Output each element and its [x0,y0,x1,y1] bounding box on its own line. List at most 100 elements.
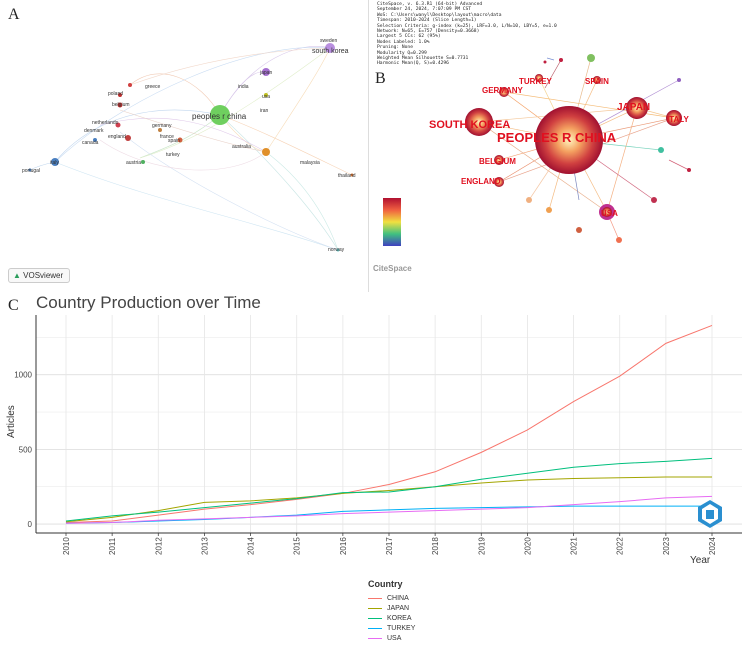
vos-label-norway: norway [328,247,345,253]
x-tick-label: 2024 [708,537,717,555]
node-iran [264,93,268,97]
cs-info-line: Weighted Mean Silhouette S=0.7731 [377,56,469,62]
cs-info-line: CiteSpace, v. 6.3.R1 (64-bit) Advanced [377,2,483,7]
legend-item-turkey: TURKEY [368,623,415,633]
cs-node [587,54,595,62]
cs-node [677,78,681,82]
cs-info-line: Harmonic Mean(Q, S)=0.4296 [377,61,449,67]
legend-title: Country [368,579,403,589]
legend-swatch [368,597,382,599]
vos-label-thailand: thailand [338,173,356,179]
cs-info-line: Pruning: None [377,45,413,51]
legend-swatch [368,637,382,639]
node-poland [118,93,122,97]
node-thailand [350,173,354,177]
vos-label-germany: germany [152,123,172,129]
vos-label-poland: poland [108,91,123,97]
legend-swatch [368,627,382,629]
node-china [210,105,230,125]
vos-label-france: france [160,134,174,140]
chart-grid [36,315,742,533]
legend-label: TURKEY [387,624,416,632]
node-spain [177,137,183,143]
vos-label-japan: japan [259,70,272,76]
x-tick-label: 2012 [154,537,163,555]
series-line-turkey [65,505,712,524]
cs-label-belgium: BELGIUM [479,157,516,166]
series-line-japan [65,476,712,523]
vos-label-greece: greece [145,84,161,90]
y-axis-label: Articles [6,405,17,438]
cs-info-line: Nodes Labeled: 1.0% [377,39,430,45]
cs-label-japan: JAPAN [617,102,650,113]
cs-node [526,197,532,203]
cs-node [543,60,547,64]
cs-label-turkey: TURKEY [519,77,553,86]
legend-item-korea: KOREA [368,613,415,623]
node-belgium [117,102,123,108]
vosviewer-badge: ▲ VOSviewer [8,268,71,283]
vosviewer-network: sweden south korea japan india usa peopl… [22,38,356,253]
cs-label-italy: ITALY [667,115,689,124]
x-tick-label: 2019 [477,537,486,555]
cs-node-italy [666,110,682,126]
legend-label: JAPAN [387,604,410,612]
x-tick-label: 2023 [662,537,671,555]
x-tick-label: 2021 [570,537,579,555]
cs-node [559,58,563,62]
vos-label-china: peoples r china [192,112,247,121]
vos-label-austria: austria [126,160,141,166]
cs-node [687,168,691,172]
y-tick-label: 500 [19,445,33,454]
cs-label-england: ENGLAND [461,177,501,186]
node-greece [128,83,132,87]
vos-label-malaysia: malaysia [300,160,320,166]
cs-info-line: Modularity Q=0.299 [377,50,427,56]
x-tick-label: 2015 [293,537,302,555]
legend-swatch [368,617,382,619]
x-tick-label: 2014 [247,537,256,555]
node-austria [141,160,145,164]
cs-node-germany [499,87,509,97]
cs-node-japan [626,97,648,119]
chart-series [65,324,713,524]
node-netherlands [115,122,121,128]
legend-item-china: CHINA [368,593,415,603]
x-tick-label: 2022 [616,537,625,555]
cs-info-line: Timespan: 2010-2024 (Slice Length=1) [377,18,477,24]
cs-label-germany: GERMANY [482,86,524,95]
line-chart: 0 500 1000 2010 2011 2012 2013 2014 2015 2016 2017… [6,315,742,566]
vos-label-canada: canada [82,140,99,146]
x-tick-label: 2017 [385,537,394,555]
node-canada [93,138,97,142]
series-line-china [65,324,713,524]
node-portugal [28,168,32,172]
x-tick-label: 2020 [523,537,532,555]
vosviewer-logo-icon: ▲ [13,271,21,280]
legend-item-japan: JAPAN [368,603,415,613]
cs-node [651,197,657,203]
cs-info-line: Selection Criteria: g-index (k=25), LRF=… [377,23,557,29]
vos-label-australia: australia [232,144,251,150]
cs-info-line: September 24, 2024, 7:07:09 PM CST [377,7,472,13]
cs-info-line: Largest 5 CCs: 62 (95%) [377,34,441,40]
vosviewer-badge-label: VOSviewer [23,271,64,280]
y-tick-label: 0 [28,520,33,529]
cs-node-china [535,106,603,174]
node-japan [262,68,270,76]
x-tick-label: 2016 [339,537,348,555]
chart-axes: 0 500 1000 2010 2011 2012 2013 2014 2015 2016 2017… [14,315,742,555]
vos-label-italy: italy [50,160,59,166]
vos-label-belgium: belgium [112,102,130,108]
cs-node [546,207,552,213]
cs-node-turkey [535,74,543,82]
vos-label-sweden: sweden [320,38,337,44]
y-tick-label: 1000 [14,371,32,380]
watermark-logo-icon [698,500,722,528]
cs-node-south-korea [465,108,493,136]
vos-label-spain: spain [168,138,180,144]
node-germany [158,128,162,132]
legend-label: KOREA [387,614,412,622]
vos-label-usa: usa [262,94,270,100]
citespace-info: CiteSpace, v. 6.3.R1 (64-bit) Advanced S… [377,2,557,67]
